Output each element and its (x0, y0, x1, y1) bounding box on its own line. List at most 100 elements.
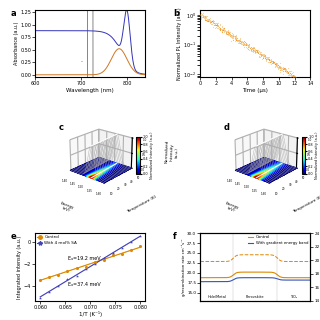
Point (245, 27, 251, 32)
Point (244, 25, 249, 30)
Point (262, 53, 268, 59)
Point (286, 38, 291, 43)
Point (228, 34, 233, 39)
Point (272, 61, 277, 66)
Point (230, 34, 235, 39)
Point (254, 48, 260, 53)
Point (242, 27, 247, 32)
Point (201, 12, 206, 17)
Point (283, 67, 288, 72)
Point (214, 18, 220, 23)
Point (265, 54, 270, 60)
Point (271, 37, 276, 42)
Point (270, 32, 275, 37)
Point (222, 28, 227, 33)
Point (266, 56, 271, 61)
Point (268, 59, 273, 64)
Point (244, 44, 249, 49)
Point (290, 72, 295, 77)
Point (217, 17, 222, 22)
Point (202, 13, 207, 19)
Point (226, 21, 231, 27)
Point (271, 60, 276, 65)
Point (254, 30, 259, 35)
Point (274, 61, 279, 67)
Point (219, 18, 224, 23)
Point (289, 40, 294, 45)
Point (268, 32, 273, 37)
Point (203, 13, 208, 18)
Point (129, 240, 134, 245)
Text: b: b (173, 9, 179, 18)
Point (239, 25, 244, 30)
Point (287, 37, 292, 43)
Point (282, 67, 287, 72)
Point (279, 64, 284, 69)
Point (289, 74, 294, 79)
Point (289, 42, 294, 47)
Point (292, 41, 297, 46)
Point (243, 42, 248, 47)
Point (271, 34, 276, 39)
Point (241, 24, 246, 29)
Point (299, 42, 304, 47)
Point (248, 45, 253, 50)
Point (269, 61, 274, 66)
Point (250, 27, 255, 32)
Point (289, 41, 294, 46)
Point (207, 16, 212, 21)
Point (292, 75, 297, 80)
Point (287, 39, 292, 44)
Point (285, 38, 291, 43)
Point (217, 19, 222, 24)
Point (224, 20, 229, 25)
Point (223, 19, 228, 24)
Point (246, 27, 251, 32)
Point (199, 11, 204, 16)
Point (243, 26, 248, 31)
Point (253, 27, 258, 32)
Point (200, 12, 205, 17)
X-axis label: Energy
(eV): Energy (eV) (58, 201, 75, 214)
Point (269, 60, 274, 66)
Point (290, 40, 295, 45)
Point (248, 45, 253, 50)
Point (244, 41, 249, 46)
Point (238, 24, 243, 29)
Point (290, 41, 295, 46)
Point (265, 56, 270, 61)
Point (256, 52, 261, 57)
Point (242, 41, 247, 46)
Point (202, 14, 207, 19)
Point (302, 45, 308, 51)
Point (284, 37, 289, 42)
Point (254, 47, 260, 52)
Point (203, 14, 208, 19)
Point (242, 43, 247, 48)
Point (276, 65, 281, 70)
Point (289, 69, 294, 74)
Point (138, 234, 143, 239)
Point (273, 63, 278, 68)
Point (231, 23, 236, 28)
Point (215, 17, 220, 22)
Point (260, 52, 265, 57)
Point (228, 31, 233, 36)
Point (74, 265, 79, 270)
Point (285, 66, 290, 71)
Point (270, 36, 276, 41)
Text: Perovskite: Perovskite (246, 295, 265, 300)
Point (221, 26, 227, 31)
Point (271, 60, 276, 65)
Point (199, 14, 204, 19)
Point (262, 56, 268, 61)
Point (92, 261, 97, 266)
Point (298, 46, 303, 51)
Point (272, 34, 277, 39)
Point (254, 49, 259, 54)
Point (259, 33, 264, 38)
Point (265, 56, 270, 61)
Point (236, 38, 241, 43)
Point (101, 256, 107, 261)
Point (266, 56, 271, 61)
